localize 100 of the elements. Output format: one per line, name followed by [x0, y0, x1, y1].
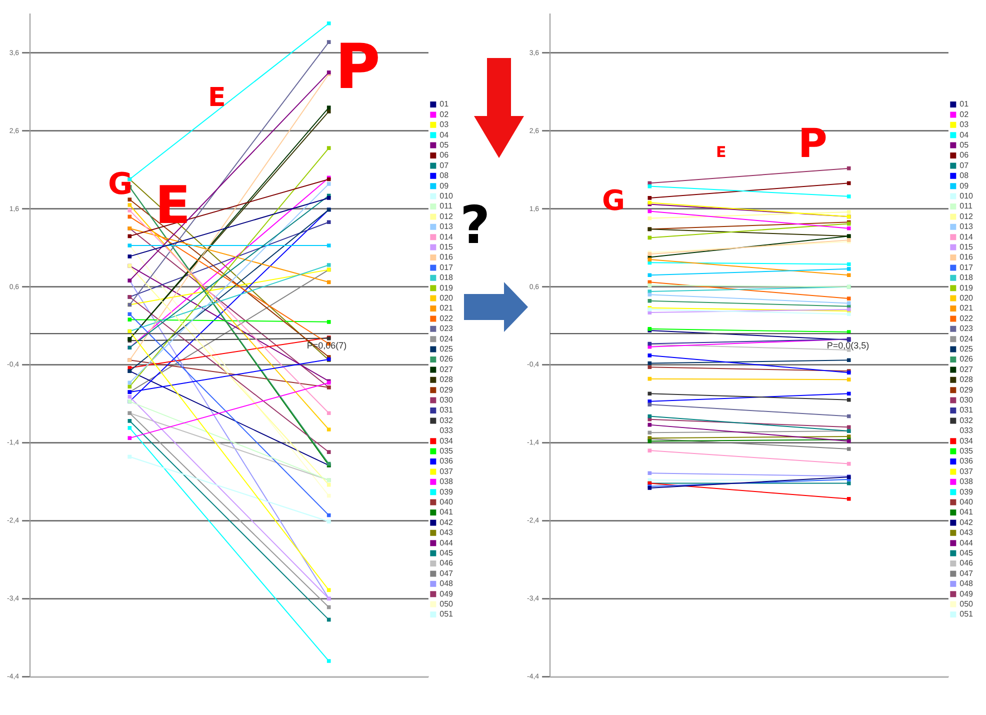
legend-label: 022: [440, 314, 454, 323]
legend-label: 050: [960, 600, 974, 609]
text: ?: [460, 196, 490, 256]
legend-label: 020: [440, 294, 454, 303]
legend-label: 043: [960, 528, 974, 538]
legend-label: 018: [440, 273, 454, 282]
legend-label: 019: [440, 283, 454, 292]
legend-label: 012: [960, 212, 974, 221]
legend-label: 029: [960, 385, 974, 394]
legend-label: 030: [440, 396, 454, 405]
legend-label: 08: [440, 171, 450, 180]
annotation: P=0,0(3,5): [826, 340, 870, 351]
legend-label: 023: [960, 324, 974, 334]
legend-label: 019: [960, 283, 974, 292]
legend-label: 040: [960, 498, 974, 507]
legend-label: 021: [440, 304, 454, 313]
legend-label: 023: [440, 324, 454, 334]
annotation: G: [602, 184, 625, 217]
legend-label: 028: [440, 375, 454, 384]
legend-label: 040: [440, 498, 454, 507]
legend-label: 035: [440, 446, 454, 456]
text: 033: [960, 426, 974, 436]
legend-label: 032: [440, 416, 454, 425]
text: 033: [440, 426, 454, 436]
legend-label: 044: [960, 538, 974, 548]
legend-label: 045: [960, 548, 974, 558]
legend-label: 043: [440, 528, 454, 538]
annotation: G: [108, 167, 133, 202]
legend-label: 025: [440, 344, 454, 354]
legend-label: 011: [440, 202, 453, 211]
legend-label: 048: [960, 579, 974, 588]
legend-label: 049: [440, 589, 454, 598]
legend-label: 017: [960, 262, 974, 272]
legend-label: 015: [960, 242, 974, 252]
legend-label: 07: [960, 160, 970, 170]
legend-label: 050: [440, 600, 454, 609]
legend-label: 035: [960, 446, 974, 456]
legend-label: 02: [440, 110, 450, 119]
legend-label: 030: [960, 396, 974, 405]
legend-label: 04: [960, 130, 970, 140]
legend-label: 027: [440, 364, 454, 374]
legend-label: 021: [960, 304, 974, 313]
annotation: E: [208, 83, 226, 113]
legend-label: 016: [960, 252, 974, 262]
legend-label: 051: [960, 610, 974, 619]
legend-label: 012: [440, 212, 454, 221]
legend-label: 026: [440, 354, 454, 364]
legend-label: 046: [960, 558, 974, 568]
legend-label: 05: [440, 140, 450, 150]
legend-label: 018: [960, 273, 974, 282]
legend-label: 047: [960, 568, 974, 578]
legend-label: 031: [440, 406, 454, 415]
legend-label: 09: [960, 181, 970, 190]
legend-label: 010: [960, 192, 974, 201]
legend-label: 049: [960, 589, 974, 598]
annotation: P: [335, 30, 380, 103]
legend-label: 024: [440, 334, 454, 344]
legend-label: 015: [440, 242, 454, 252]
legend-label: 010: [440, 192, 454, 201]
legend-label: 013: [960, 222, 974, 232]
legend-label: 051: [440, 610, 454, 619]
legend-label: 017: [440, 262, 454, 272]
legend-label: 01: [440, 100, 450, 109]
legend-label: 03: [960, 120, 970, 130]
legend-label: 02: [960, 110, 970, 119]
legend-label: 014: [960, 232, 974, 242]
legend-label: 047: [440, 568, 454, 578]
legend-label: 041: [960, 508, 974, 517]
legend-label: 08: [960, 171, 970, 180]
legend-label: 04: [440, 130, 450, 140]
legend-label: 013: [440, 222, 454, 232]
legend-label: 039: [960, 487, 974, 496]
legend-label: 037: [960, 466, 974, 476]
legend-label: 011: [960, 202, 973, 211]
legend-label: 042: [960, 518, 974, 527]
legend-label: 046: [440, 558, 454, 568]
legend-label: 06: [960, 150, 970, 160]
legend-label: 028: [960, 375, 974, 384]
legend-label: 036: [440, 456, 454, 466]
legend-label: 027: [960, 364, 974, 374]
legend-label: 07: [440, 160, 450, 170]
annotation: E: [716, 143, 726, 161]
legend-label: 025: [960, 344, 974, 354]
legend-label: 044: [440, 538, 454, 548]
legend-label: 038: [960, 477, 974, 486]
legend-label: 024: [960, 334, 974, 344]
legend-label: 020: [960, 294, 974, 303]
legend-label: 029: [440, 385, 454, 394]
legend-label: 034: [440, 436, 454, 446]
legend-label: 03: [440, 120, 450, 130]
legend-label: 01: [960, 100, 970, 109]
legend-label: 048: [440, 579, 454, 588]
legend-label: 09: [440, 181, 450, 190]
legend-label: 039: [440, 487, 454, 496]
legend-label: 036: [960, 456, 974, 466]
legend-label: 05: [960, 140, 970, 150]
legend-label: 06: [440, 150, 450, 160]
legend-label: 016: [440, 252, 454, 262]
legend-label: 032: [960, 416, 974, 425]
annotation: P: [798, 121, 828, 167]
